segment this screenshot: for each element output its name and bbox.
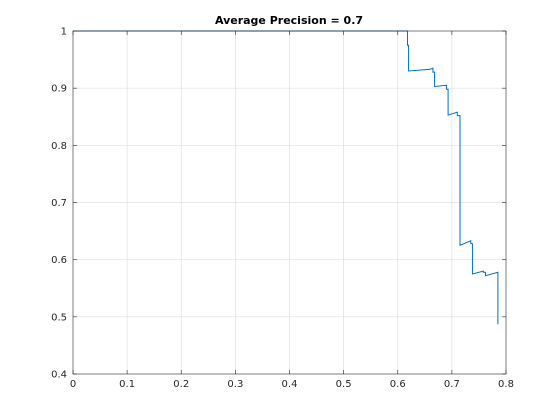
y-tick-label: 0.8 bbox=[51, 141, 67, 152]
chart-title: Average Precision = 0.7 bbox=[215, 14, 363, 27]
y-tick-label: 0.7 bbox=[51, 198, 67, 209]
y-tick-label: 1 bbox=[61, 27, 67, 38]
y-tick-label: 0.9 bbox=[51, 84, 67, 95]
x-tick-label: 0.5 bbox=[336, 379, 352, 390]
x-tick-label: 0.8 bbox=[498, 379, 514, 390]
x-axis-tick-labels: 0 0.1 0.2 0.3 0.4 0.5 0.6 0.7 0.8 bbox=[70, 379, 514, 390]
x-tick-label: 0 bbox=[70, 379, 76, 390]
axis-ticks bbox=[72, 30, 507, 375]
y-tick-label: 0.5 bbox=[51, 312, 67, 323]
grid-lines bbox=[73, 31, 506, 374]
x-tick-label: 0.3 bbox=[227, 379, 243, 390]
y-tick-label: 0.4 bbox=[51, 370, 67, 381]
y-tick-label: 0.6 bbox=[51, 255, 67, 266]
x-tick-label: 0.2 bbox=[173, 379, 189, 390]
precision-recall-line bbox=[73, 30, 499, 325]
series-group bbox=[73, 30, 499, 325]
x-tick-label: 0.6 bbox=[390, 379, 406, 390]
x-tick-label: 0.4 bbox=[282, 379, 298, 390]
x-tick-label: 0.7 bbox=[444, 379, 460, 390]
x-tick-label: 0.1 bbox=[119, 379, 135, 390]
y-axis-tick-labels: 0.4 0.5 0.6 0.7 0.8 0.9 1 bbox=[51, 27, 67, 381]
